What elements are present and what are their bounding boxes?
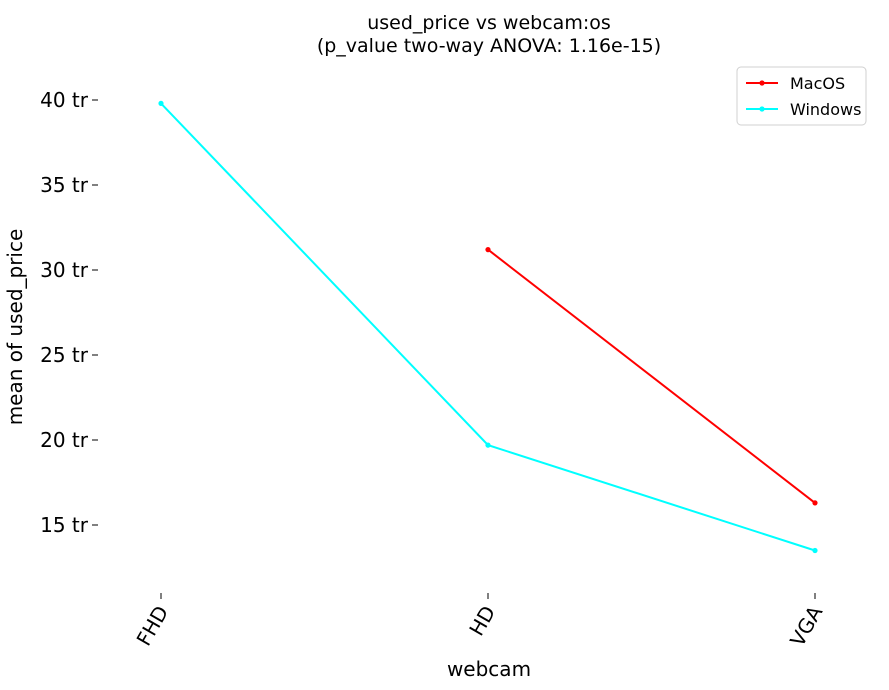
y-tick-label: 40 tr	[40, 88, 89, 112]
y-tick-label: 25 tr	[40, 343, 89, 367]
data-point-windows	[485, 442, 491, 448]
y-tick-label: 35 tr	[40, 173, 89, 197]
x-axis: FHD HD VGA	[132, 593, 827, 651]
legend-marker-windows	[759, 106, 765, 112]
x-tick-label: HD	[464, 602, 500, 640]
y-tick-label: 20 tr	[40, 428, 89, 452]
data-point-macos	[812, 500, 818, 506]
data-point-macos	[485, 247, 491, 253]
y-axis-label: mean of used_price	[3, 229, 27, 426]
x-tick-label: FHD	[132, 602, 174, 650]
series-layer	[158, 100, 818, 554]
x-tick-label: VGA	[785, 601, 827, 650]
y-axis: 15 tr 20 tr 25 tr 30 tr 35 tr 40 tr	[40, 88, 98, 537]
chart-subtitle: (p_value two-way ANOVA: 1.16e-15)	[317, 35, 661, 57]
legend-label-windows: Windows	[790, 100, 861, 119]
x-axis-label: webcam	[447, 657, 531, 681]
legend-marker-macos	[759, 80, 765, 86]
legend: MacOS Windows	[736, 66, 867, 126]
chart-title: used_price vs webcam:os	[367, 12, 611, 34]
series-line-macos	[487, 248, 816, 504]
legend-frame	[736, 66, 867, 126]
y-tick-label: 30 tr	[40, 258, 89, 282]
y-tick-label: 15 tr	[40, 513, 89, 537]
data-point-windows	[158, 100, 164, 106]
data-point-windows	[812, 547, 818, 554]
legend-label-macos: MacOS	[790, 74, 845, 93]
series-line-windows	[160, 102, 816, 552]
